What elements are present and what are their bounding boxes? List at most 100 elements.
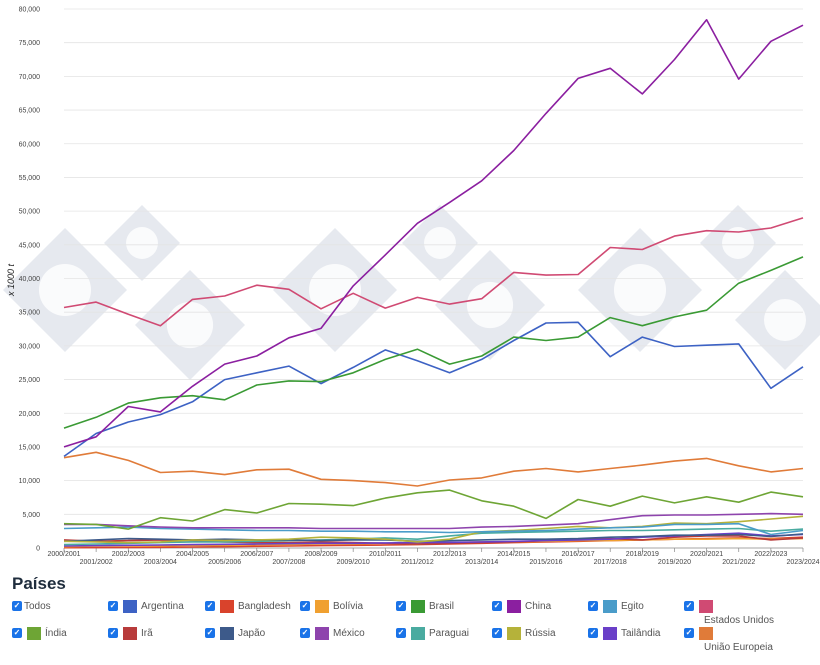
- x-tick-label: 2017/2018: [594, 559, 627, 566]
- legend-item-irã[interactable]: ✓ Irã: [108, 627, 153, 647]
- y-tick-label: 0: [36, 546, 40, 553]
- series-line-egito: [63, 522, 804, 536]
- x-tick-label: 2005/2006: [208, 559, 241, 566]
- x-tick-label: 2019/2020: [658, 559, 691, 566]
- checkbox-icon[interactable]: ✓: [588, 601, 598, 611]
- legend-item-bangladesh[interactable]: ✓ Bangladesh: [205, 600, 291, 620]
- checkbox-icon[interactable]: ✓: [492, 601, 502, 611]
- legend-title: Países: [12, 574, 66, 593]
- y-axis-label: x 1000 t: [6, 263, 16, 297]
- x-tick-label: 2000/2001: [47, 551, 80, 558]
- x-tick-label: 2001/2002: [80, 559, 113, 566]
- checkbox-icon[interactable]: ✓: [396, 628, 406, 638]
- checkbox-icon[interactable]: ✓: [300, 628, 310, 638]
- legend-item-china[interactable]: ✓ China: [492, 600, 551, 620]
- color-swatch: [220, 600, 234, 613]
- watermark-diamond: [735, 270, 820, 370]
- color-swatch: [315, 627, 329, 640]
- checkbox-icon[interactable]: ✓: [396, 601, 406, 611]
- y-tick-label: 35,000: [19, 310, 41, 317]
- checkbox-icon[interactable]: ✓: [588, 628, 598, 638]
- y-tick-label: 60,000: [19, 141, 41, 148]
- legend-label: Irã: [141, 628, 153, 639]
- watermark-diamond: [104, 205, 180, 281]
- series-line-méxico: [64, 512, 804, 530]
- legend-item-méxico[interactable]: ✓ México: [300, 627, 365, 647]
- y-tick-label: 15,000: [19, 444, 41, 451]
- checkbox-icon[interactable]: ✓: [684, 601, 694, 611]
- y-tick-label: 70,000: [19, 74, 41, 81]
- legend-item-egito[interactable]: ✓ Egito: [588, 600, 644, 620]
- x-tick-label: 2021/2022: [722, 559, 755, 566]
- checkbox-icon[interactable]: ✓: [12, 601, 22, 611]
- legend-item-todos[interactable]: ✓ Todos: [12, 600, 51, 620]
- color-swatch: [507, 600, 521, 613]
- x-tick-label: 2016/2017: [562, 551, 595, 558]
- x-tick-label: 2018/2019: [626, 551, 659, 558]
- checkbox-icon[interactable]: ✓: [300, 601, 310, 611]
- x-tick-label: 2004/2005: [176, 551, 209, 558]
- y-tick-label: 25,000: [19, 377, 41, 384]
- checkbox-icon[interactable]: ✓: [205, 628, 215, 638]
- color-swatch: [699, 627, 713, 640]
- series-line-estados-unidos: [63, 217, 804, 327]
- legend-item-união-europeia[interactable]: ✓ União Europeia: [684, 627, 773, 653]
- color-swatch: [123, 627, 137, 640]
- x-tick-label: 2023/2024: [786, 559, 819, 566]
- legend-item-bolívia[interactable]: ✓ Bolívia: [300, 600, 363, 620]
- y-tick-label: 65,000: [19, 108, 41, 115]
- color-swatch: [27, 627, 41, 640]
- watermark-logos: [3, 205, 820, 380]
- legend-label: Índia: [45, 628, 67, 639]
- legend-item-japão[interactable]: ✓ Japão: [205, 627, 265, 647]
- legend-label: Egito: [621, 601, 644, 612]
- legend-item-paraguai[interactable]: ✓ Paraguai: [396, 627, 469, 647]
- legend-label: Bangladesh: [238, 601, 291, 612]
- checkbox-icon[interactable]: ✓: [108, 628, 118, 638]
- series-line-argentina: [63, 321, 804, 458]
- legend-label: México: [333, 628, 365, 639]
- legend-label: Bolívia: [333, 601, 364, 612]
- legend-label: Paraguai: [429, 628, 470, 639]
- legend-item-estados-unidos[interactable]: ✓ Estados Unidos: [684, 600, 774, 626]
- legend-item-tailândia[interactable]: ✓ Tailândia: [588, 627, 660, 647]
- y-tick-label: 75,000: [19, 40, 41, 47]
- legend-label: Rússia: [525, 628, 556, 639]
- color-swatch: [411, 600, 425, 613]
- legend-label: Argentina: [141, 601, 184, 612]
- checkbox-icon[interactable]: ✓: [684, 628, 694, 638]
- watermark-diamond: [402, 205, 478, 281]
- x-tick-label: 2007/2008: [272, 559, 305, 566]
- y-tick-label: 5,000: [22, 512, 40, 519]
- watermark-diamond: [273, 228, 397, 352]
- legend-label: União Europeia: [704, 642, 773, 653]
- x-tick-label: 2013/2014: [465, 559, 498, 566]
- color-swatch: [699, 600, 713, 613]
- legend-item-argentina[interactable]: ✓ Argentina: [108, 600, 184, 620]
- series-line-rússia: [63, 515, 804, 544]
- chart-svg: 0 5,000 10,000 15,000 20,000 25,000 30,000 35,0…: [3, 7, 820, 566]
- x-tick-label: 2022/2023: [754, 551, 787, 558]
- x-tick-label: 2012/2013: [433, 551, 466, 558]
- color-swatch: [411, 627, 425, 640]
- legend-label: Todos: [24, 601, 51, 612]
- x-tick-label: 2015/2016: [529, 559, 562, 566]
- x-tick-label: 2011/2012: [401, 559, 434, 566]
- legend-label: Japão: [238, 628, 266, 639]
- checkbox-icon[interactable]: ✓: [492, 628, 502, 638]
- legend-label: Brasil: [429, 601, 455, 612]
- legend-item-brasil[interactable]: ✓ Brasil: [396, 600, 454, 620]
- y-tick-label: 10,000: [19, 478, 41, 485]
- checkbox-icon[interactable]: ✓: [12, 628, 22, 638]
- y-tick-label: 30,000: [19, 343, 41, 350]
- x-tick-label: 2003/2004: [144, 559, 177, 566]
- checkbox-icon[interactable]: ✓: [205, 601, 215, 611]
- line-chart: 0 5,000 10,000 15,000 20,000 25,000 30,000 35,0…: [3, 7, 820, 566]
- legend-item-índia[interactable]: ✓ Índia: [12, 627, 67, 647]
- color-swatch: [603, 600, 617, 613]
- checkbox-icon[interactable]: ✓: [108, 601, 118, 611]
- color-swatch: [603, 627, 617, 640]
- x-tick-label: 2009/2010: [337, 559, 370, 566]
- legend-item-rússia[interactable]: ✓ Rússia: [492, 627, 556, 647]
- watermark-diamond: [700, 205, 776, 281]
